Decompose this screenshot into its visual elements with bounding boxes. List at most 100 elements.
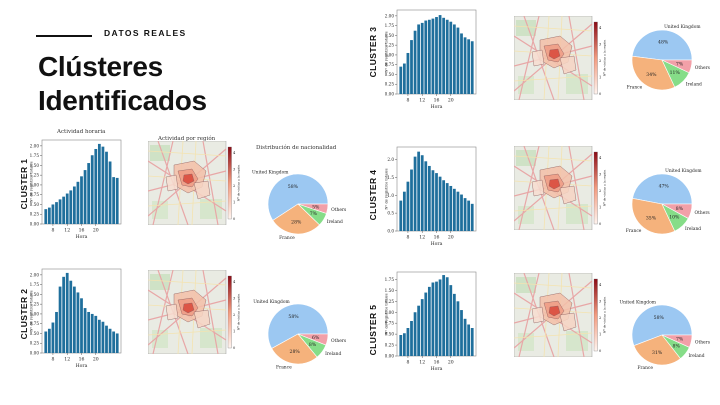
colorbar-tick-label: 3 — [599, 173, 602, 177]
y-axis-label: Nº de registros totales — [30, 161, 34, 202]
histogram-bar — [399, 335, 403, 356]
x-tick-label: 8 — [406, 360, 409, 366]
y-tick-label: 1.75 — [30, 282, 39, 287]
y-tick-label: 2.0 — [387, 157, 394, 162]
histogram-bar — [51, 204, 55, 224]
y-tick-label: 1.50 — [30, 292, 39, 297]
histogram-bar — [410, 40, 413, 94]
kicker-rule — [36, 35, 92, 37]
y-tick-label: 0.25 — [385, 343, 394, 348]
pie-slice — [632, 173, 693, 205]
histogram-bar — [90, 155, 94, 224]
histogram-bar — [456, 191, 460, 231]
histogram-bar — [87, 311, 91, 353]
histogram-bar — [431, 18, 435, 94]
colorbar-label: Nº de visitas a la región — [236, 294, 241, 331]
histogram-bar — [105, 151, 108, 224]
y-tick-label: 1.75 — [30, 153, 39, 158]
histogram-bar — [62, 196, 66, 224]
histogram-bar — [108, 328, 112, 353]
histogram-bar — [94, 148, 98, 224]
y-tick-label: 0.25 — [30, 341, 39, 346]
map-colorbar — [227, 146, 232, 220]
colorbar-tick-label: 1 — [233, 330, 235, 334]
histogram-bar — [83, 170, 87, 224]
map-road — [152, 270, 174, 354]
pie-slice — [633, 334, 681, 366]
histogram-bar — [62, 276, 66, 353]
histogram-bar — [427, 19, 431, 94]
pie-percent-label: 7% — [676, 336, 684, 342]
histogram-bar — [470, 41, 474, 94]
region-activity-map: 0 1 2 3 4 Nº de visitas a la región — [514, 146, 608, 230]
x-tick-label: 16 — [79, 357, 85, 363]
histogram-bar — [105, 325, 108, 353]
colorbar-tick-label: 0 — [599, 349, 602, 353]
pie-percent-label: 48% — [658, 40, 669, 46]
colorbar-tick-label: 0 — [233, 346, 236, 350]
region-activity-map: 0 1 2 3 4 Nº de visitas a la región — [514, 273, 608, 357]
pie-category-label: France — [279, 236, 295, 241]
x-axis-label: Hora — [431, 241, 443, 247]
histogram-bar — [435, 173, 438, 231]
pie-slice — [631, 304, 693, 347]
nationality-pie-chart: 47% United Kingdom 35% France 10% Ireland 8% Ot… — [612, 152, 712, 256]
histogram-bar — [452, 24, 456, 95]
y-tick-label: 2.00 — [385, 13, 394, 18]
pie-percent-label: 35% — [646, 216, 657, 222]
y-tick-label: 0.00 — [30, 351, 39, 356]
map-region — [165, 303, 179, 321]
y-axis-label: Nº de registros totales — [385, 31, 389, 72]
map-road — [518, 16, 540, 100]
pie-percent-label: 7% — [676, 61, 684, 67]
histogram-bar — [115, 177, 119, 224]
page-title-line-1: Clústeres — [38, 51, 163, 82]
park-area — [516, 20, 536, 36]
histogram-bar — [115, 333, 119, 353]
histogram-bar — [438, 176, 442, 231]
y-tick-label: 2.00 — [30, 272, 39, 277]
pie-percent-label: 28% — [291, 219, 302, 225]
pie-percent-label: 5% — [312, 204, 320, 210]
pie-category-label: Ireland — [327, 220, 343, 225]
histogram-bar — [72, 286, 76, 353]
pie-category-label: United Kingdom — [665, 169, 702, 174]
pie-category-label: United Kingdom — [253, 300, 290, 305]
x-axis-label: Hora — [431, 104, 443, 110]
map-caption: Actividad por región — [158, 136, 216, 142]
y-tick-label: 2.00 — [30, 143, 39, 148]
pie-slice — [272, 203, 320, 235]
map-region — [548, 178, 561, 190]
y-tick-label: 1.50 — [385, 33, 394, 38]
y-tick-label: 1.50 — [30, 163, 39, 168]
histogram-bar — [435, 281, 438, 356]
histogram-bar — [442, 17, 446, 95]
histogram-bar — [452, 293, 456, 356]
y-axis-label: Nº de registros totales — [385, 168, 389, 209]
colorbar-tick-label: 3 — [233, 297, 236, 301]
y-tick-label: 0.25 — [385, 82, 394, 87]
x-tick-label: 12 — [419, 235, 425, 241]
pie-category-label: Others — [331, 339, 347, 344]
histogram-bar — [467, 39, 471, 94]
x-tick-label: 16 — [79, 228, 85, 234]
y-tick-label: 1.00 — [385, 52, 394, 57]
y-tick-label: 1.25 — [385, 299, 394, 304]
histogram-bar — [76, 292, 80, 353]
y-tick-label: 0.75 — [385, 62, 394, 67]
histogram-bar — [410, 321, 413, 356]
colorbar-tick-label: 3 — [599, 43, 602, 47]
histogram-bar — [452, 188, 456, 231]
map-region — [531, 179, 545, 197]
colorbar-tick-label: 0 — [599, 222, 602, 226]
y-tick-label: 0.75 — [30, 321, 39, 326]
histogram-bar — [420, 155, 424, 231]
x-tick-label: 16 — [434, 235, 440, 241]
map-region — [559, 185, 577, 205]
histogram-bar — [431, 282, 435, 356]
x-tick-label: 20 — [448, 235, 454, 241]
map-street — [514, 75, 593, 82]
histogram-bar — [47, 207, 51, 224]
map-region — [182, 173, 195, 185]
colorbar-tick-label: 1 — [233, 201, 235, 205]
